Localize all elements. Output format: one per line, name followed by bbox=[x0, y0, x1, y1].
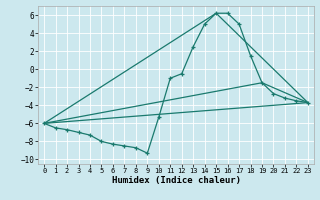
X-axis label: Humidex (Indice chaleur): Humidex (Indice chaleur) bbox=[111, 176, 241, 185]
